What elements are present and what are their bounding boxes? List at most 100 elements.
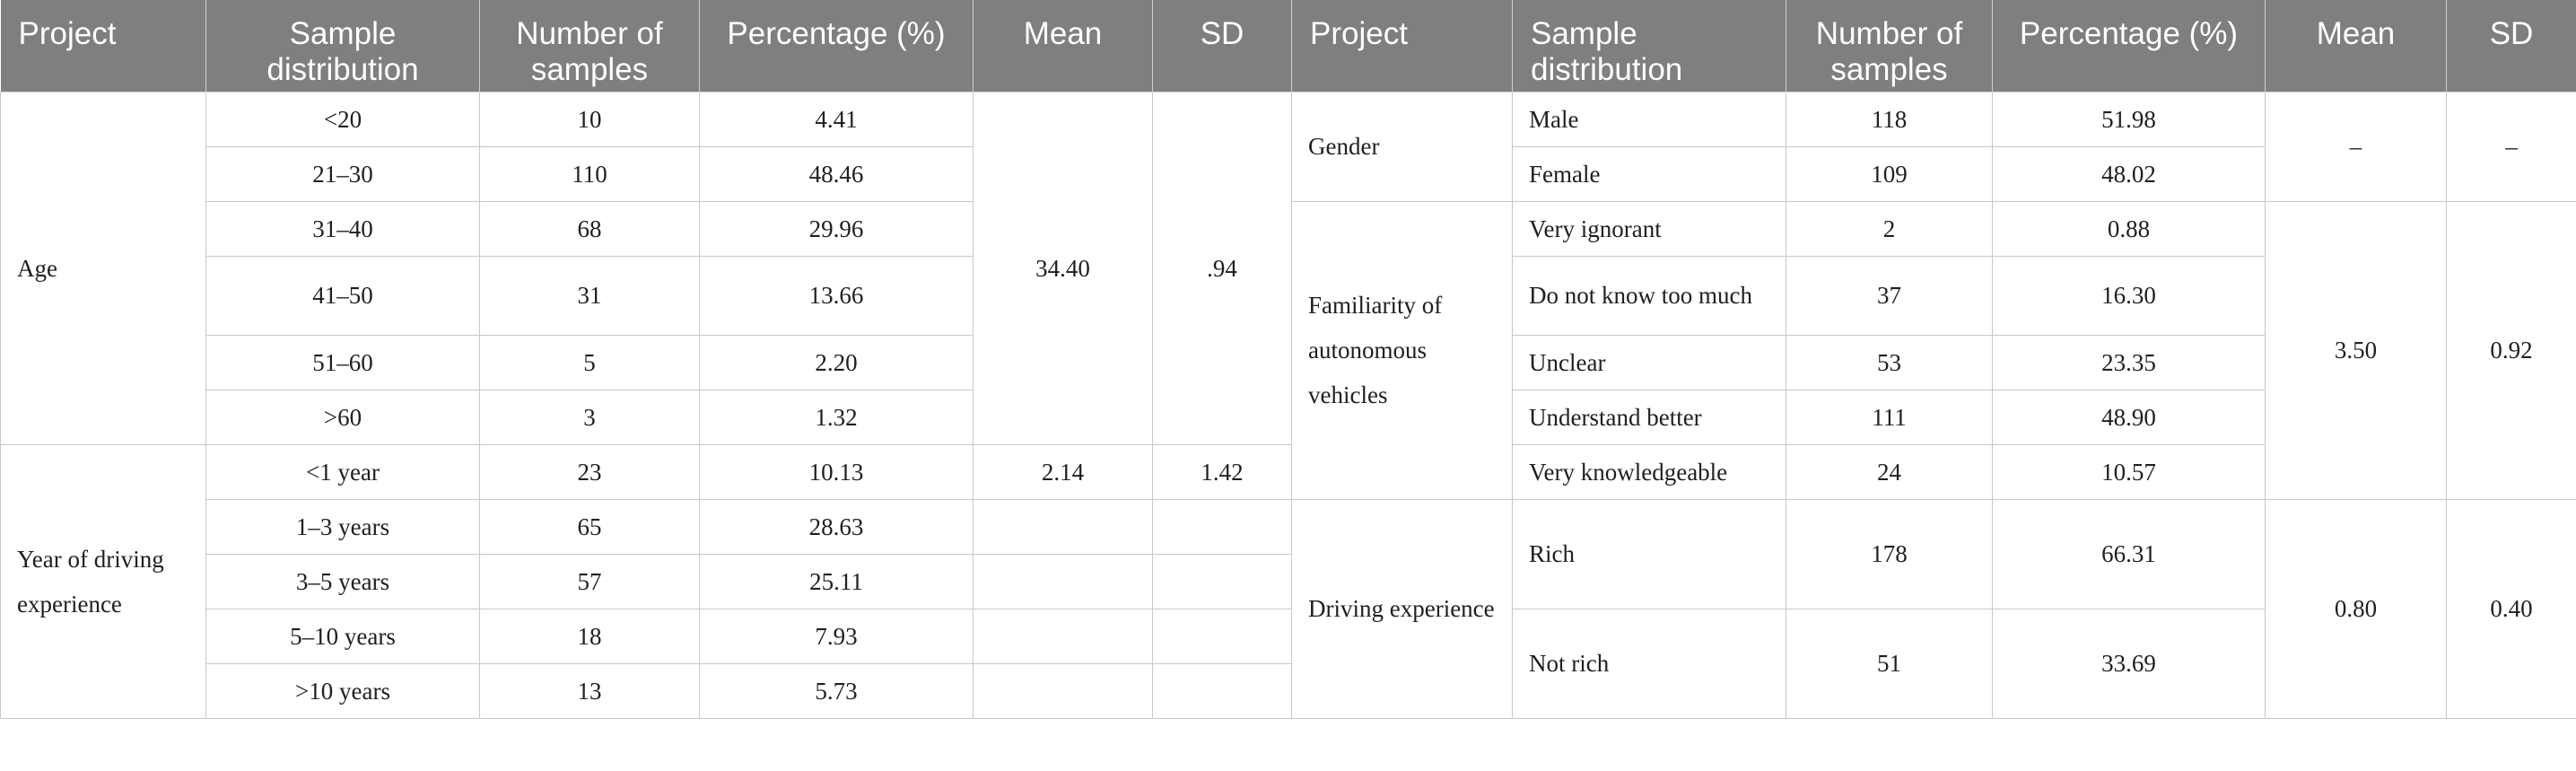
samples-cell: 10 [479, 91, 700, 147]
distribution-cell: Very knowledgeable [1512, 443, 1786, 500]
table-row: 5–10 years 18 7.93 Not rich 51 33.69 [1, 608, 2576, 719]
sd-cell-gender: – [2446, 91, 2576, 202]
samples-cell: 2 [1786, 200, 1993, 257]
distribution-cell: Female [1512, 145, 1786, 202]
header-sample-distribution-2: Sample distribution [1512, 0, 1786, 92]
percentage-cell: 1.32 [699, 389, 974, 445]
samples-cell: 37 [1786, 255, 1993, 336]
distribution-cell: Understand better [1512, 389, 1786, 445]
distribution-cell: <1 year [205, 443, 480, 500]
percentage-cell: 13.66 [699, 255, 974, 336]
percentage-cell: 28.63 [699, 498, 974, 555]
percentage-cell: 23.35 [1992, 334, 2266, 390]
samples-cell: 5 [479, 334, 700, 390]
mean-cell-age: 34.40 [973, 91, 1153, 445]
mean-cell [973, 498, 1153, 555]
samples-cell: 111 [1786, 389, 1993, 445]
table-row: 41–50 31 13.66 Do not know too much 37 1… [1, 255, 2576, 336]
distribution-cell: Unclear [1512, 334, 1786, 390]
distribution-cell: Do not know too much [1512, 255, 1786, 336]
distribution-cell: >60 [205, 389, 480, 445]
percentage-cell: 10.13 [699, 443, 974, 500]
percentage-cell: 10.57 [1992, 443, 2266, 500]
samples-cell: 68 [479, 200, 700, 257]
distribution-cell: 5–10 years [205, 608, 480, 664]
distribution-cell: 1–3 years [205, 498, 480, 555]
distribution-cell: >10 years [205, 662, 480, 719]
distribution-cell: Not rich [1512, 608, 1786, 719]
samples-cell: 110 [479, 145, 700, 202]
sd-cell [1152, 608, 1292, 664]
distribution-cell: Very ignorant [1512, 200, 1786, 257]
sd-cell [1152, 498, 1292, 555]
header-mean-2: Mean [2265, 0, 2447, 92]
mean-cell [973, 662, 1153, 719]
distribution-cell: Male [1512, 91, 1786, 147]
table-row: 31–40 68 29.96 Familiarity of autonomous… [1, 200, 2576, 500]
header-number-of-samples: Number of samples [479, 0, 700, 92]
samples-cell: 118 [1786, 91, 1993, 147]
samples-cell: 31 [479, 255, 700, 336]
project-cell-driving-experience: Driving experience [1291, 498, 1513, 719]
table-row: >10 years 13 5.73 [1, 662, 2576, 719]
table-row: 3–5 years 57 25.11 [1, 553, 2576, 609]
table-row: >60 3 1.32 Understand better 111 48.90 [1, 389, 2576, 445]
percentage-cell: 2.20 [699, 334, 974, 390]
distribution-cell: Rich [1512, 498, 1786, 609]
percentage-cell: 48.02 [1992, 145, 2266, 202]
header-percentage-2: Percentage (%) [1992, 0, 2266, 92]
header-number-of-samples-2: Number of samples [1786, 0, 1993, 92]
samples-cell: 109 [1786, 145, 1993, 202]
sd-cell [1152, 662, 1292, 719]
demographics-table: Project Sample distribution Number of sa… [0, 0, 2576, 719]
mean-cell [973, 553, 1153, 609]
sd-cell: 1.42 [1152, 443, 1292, 500]
percentage-cell: 66.31 [1992, 498, 2266, 609]
samples-cell: 53 [1786, 334, 1993, 390]
header-project-2: Project [1291, 0, 1513, 92]
header-project: Project [0, 0, 206, 92]
project-cell-age: Age [0, 91, 206, 445]
table-row: Age <20 10 4.41 34.40 .94 Gender Male 11… [0, 91, 2576, 445]
percentage-cell: 48.90 [1992, 389, 2266, 445]
percentage-cell: 51.98 [1992, 91, 2266, 147]
sd-cell-driving-experience: 0.40 [2446, 498, 2576, 719]
distribution-cell: 31–40 [205, 200, 480, 257]
mean-cell: 2.14 [973, 443, 1153, 500]
sd-cell-familiarity: 0.92 [2446, 200, 2576, 500]
header-mean: Mean [973, 0, 1153, 92]
samples-cell: 57 [479, 553, 700, 609]
samples-cell: 51 [1786, 608, 1993, 719]
mean-cell-gender: – [2265, 91, 2447, 202]
header-row: Project Sample distribution Number of sa… [0, 0, 2576, 92]
header-sd: SD [1152, 0, 1292, 92]
sd-cell-age: .94 [1152, 91, 1292, 445]
samples-cell: 65 [479, 498, 700, 555]
header-sd-2: SD [2446, 0, 2576, 92]
percentage-cell: 29.96 [699, 200, 974, 257]
distribution-cell: 3–5 years [205, 553, 480, 609]
samples-cell: 24 [1786, 443, 1993, 500]
table-row: Year of driving experience <1 year 23 10… [0, 443, 2576, 719]
header-sample-distribution: Sample distribution [205, 0, 480, 92]
mean-cell-familiarity: 3.50 [2265, 200, 2447, 500]
percentage-cell: 5.73 [699, 662, 974, 719]
mean-cell-driving-experience: 0.80 [2265, 498, 2447, 719]
mean-cell [973, 608, 1153, 664]
project-cell-gender: Gender [1291, 91, 1513, 202]
samples-cell: 13 [479, 662, 700, 719]
percentage-cell: 16.30 [1992, 255, 2266, 336]
samples-cell: 18 [479, 608, 700, 664]
distribution-cell: 51–60 [205, 334, 480, 390]
percentage-cell: 0.88 [1992, 200, 2266, 257]
percentage-cell: 48.46 [699, 145, 974, 202]
samples-cell: 178 [1786, 498, 1993, 609]
percentage-cell: 7.93 [699, 608, 974, 664]
distribution-cell: 21–30 [205, 145, 480, 202]
header-percentage: Percentage (%) [699, 0, 974, 92]
project-cell-driving-years: Year of driving experience [0, 443, 206, 719]
sd-cell [1152, 553, 1292, 609]
percentage-cell: 25.11 [699, 553, 974, 609]
project-cell-familiarity: Familiarity of autonomous vehicles [1291, 200, 1513, 500]
distribution-cell: <20 [205, 91, 480, 147]
